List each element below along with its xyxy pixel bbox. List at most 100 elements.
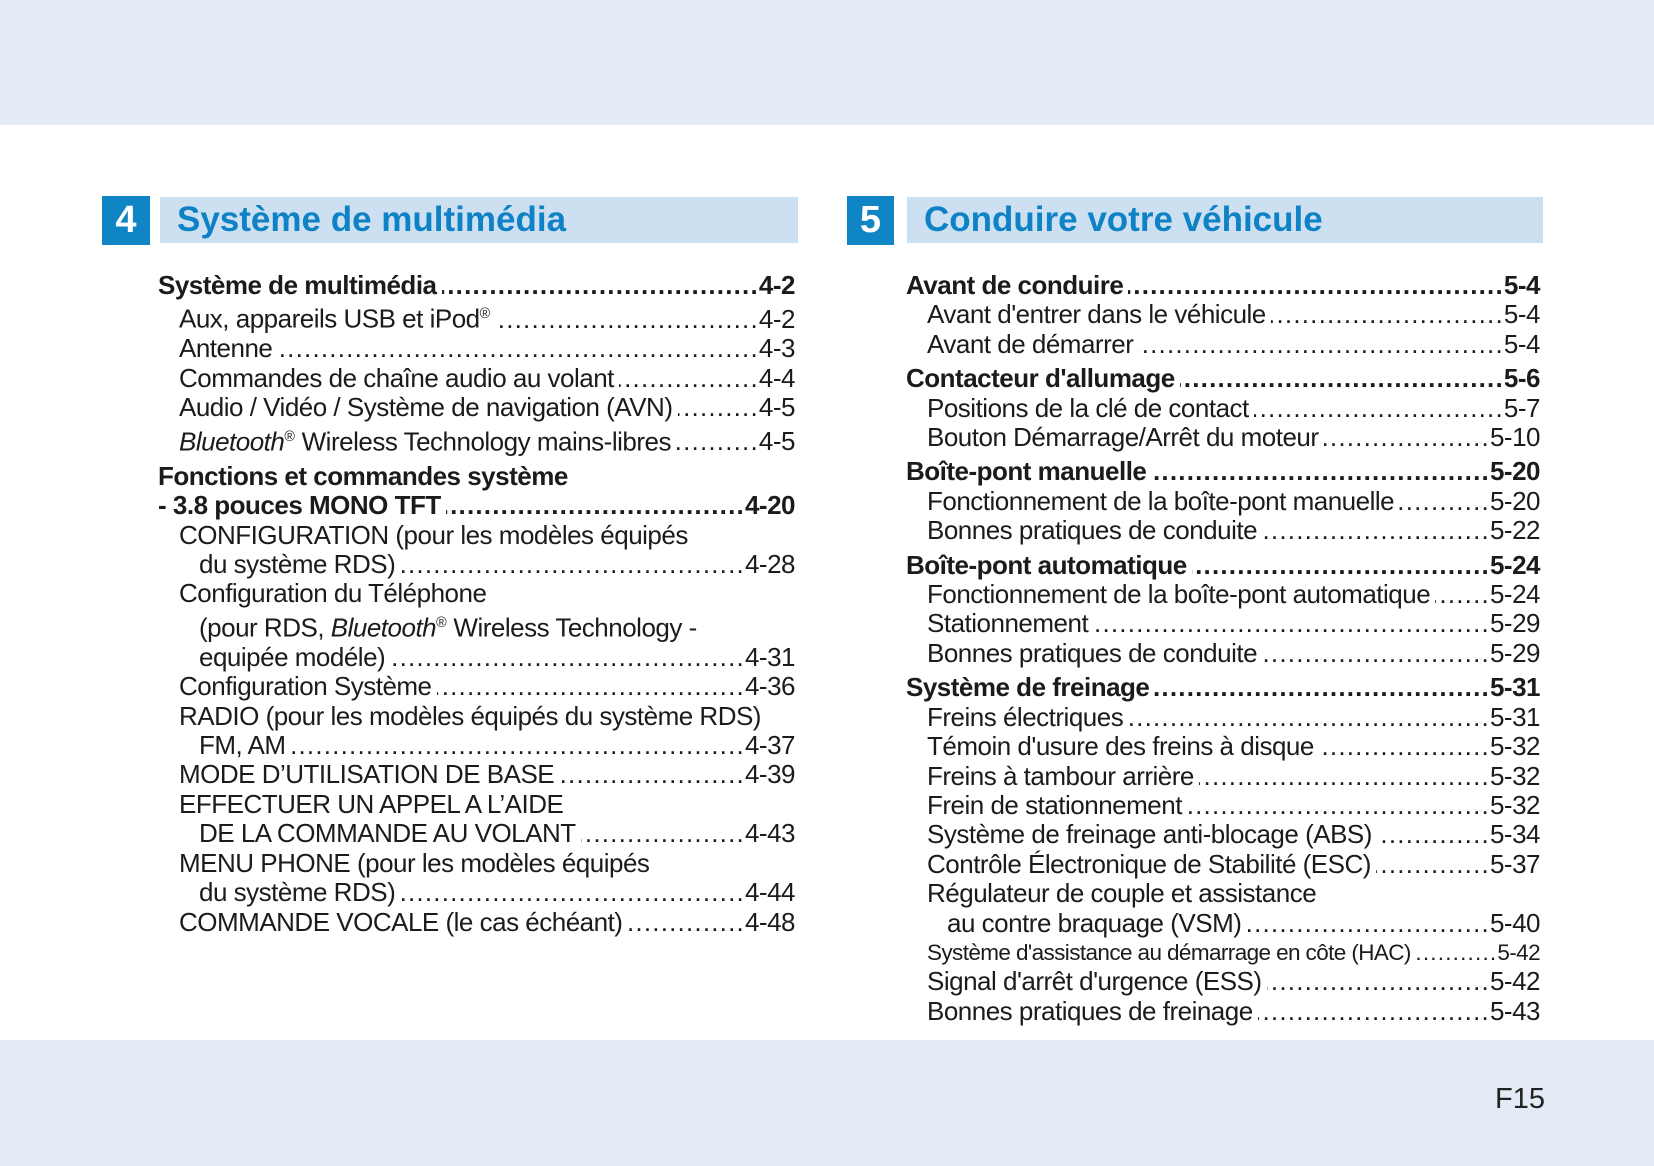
toc-entry: Contacteur d'allumage 5-6	[906, 363, 1541, 394]
toc-entry-label: Configuration du Téléphone	[179, 578, 487, 609]
toc-entry-label: au contre braquage (VSM)	[947, 907, 1242, 938]
toc-entry-page: 5-29	[1489, 608, 1541, 639]
dot-leader	[437, 672, 745, 701]
toc-entry-page: 5-32	[1489, 760, 1541, 791]
toc-entry: (pour RDS, Bluetooth® Wireless Technolog…	[158, 609, 795, 643]
dot-leader	[442, 271, 759, 300]
toc-entry-label: Système de multimédia	[158, 270, 437, 300]
chapter-5-number-badge: 5	[847, 196, 894, 245]
dot-leader	[400, 550, 745, 579]
dot-leader	[1416, 938, 1498, 967]
toc-entry: Frein de stationnement 5-32	[906, 789, 1541, 820]
toc-entry-page: 5-31	[1489, 672, 1541, 703]
toc-entry-label: Stationnement	[927, 608, 1089, 639]
toc-entry: FM, AM 4-37	[158, 730, 796, 761]
toc-entry-label: du système RDS)	[199, 877, 396, 908]
toc-entry: Avant de conduire 5-4	[906, 270, 1541, 300]
dot-leader	[1246, 909, 1490, 938]
toc-entry-label: Boîte-pont automatique	[906, 549, 1187, 580]
dot-leader	[627, 908, 744, 937]
toc-entry-page: 4-4	[758, 362, 796, 393]
toc-entry: - 3.8 pouces MONO TFT 4-20	[158, 490, 796, 521]
toc-entry-page: 4-43	[744, 818, 796, 849]
toc-entry-label: Système de freinage	[906, 672, 1150, 703]
toc-entry: Configuration du Téléphone	[158, 579, 795, 608]
bottom-margin-band	[0, 1040, 1654, 1166]
dot-leader	[678, 393, 759, 422]
toc-entry-label: Commandes de chaîne audio au volant	[179, 362, 614, 393]
toc-entry-page: 4-2	[758, 304, 796, 335]
toc-entry-label: Aux, appareils USB et iPod®	[179, 304, 491, 335]
toc-entry-label: du système RDS)	[199, 548, 396, 579]
toc-entry-label: - 3.8 pouces MONO TFT	[158, 490, 441, 521]
toc-entry: Fonctionnement de la boîte-pont automati…	[906, 579, 1541, 610]
toc-entry: Fonctions et commandes système	[158, 461, 795, 491]
toc-entry-page: 5-4	[1503, 270, 1541, 300]
toc-entry-page: 5-24	[1489, 579, 1541, 610]
toc-entry-page: 4-37	[744, 730, 796, 761]
toc-entry: Fonctionnement de la boîte-pont manuelle…	[906, 485, 1541, 516]
toc-entry-label: Avant de démarrer	[927, 328, 1134, 359]
toc-entry-page: 5-42	[1497, 939, 1540, 965]
toc-entry: Audio / Vidéo / Système de navigation (A…	[158, 392, 796, 423]
toc-entry-label: Freins à tambour arrière	[927, 760, 1194, 791]
toc-entry: du système RDS) 4-44	[158, 877, 796, 908]
toc-entry-page: 5-4	[1503, 299, 1541, 330]
toc-entry: Bonnes pratiques de conduite 5-22	[906, 515, 1541, 545]
toc-entry-label: Système d'assistance au démarrage en côt…	[927, 939, 1411, 965]
chapter-5-header-bar: Conduire votre véhicule	[907, 197, 1543, 243]
toc-entry-label: DE LA COMMANDE AU VOLANT	[199, 818, 576, 849]
dot-leader	[291, 731, 745, 760]
toc-entry: Boîte-pont automatique 5-24	[906, 549, 1541, 580]
toc-entry-label: Signal d'arrêt d'urgence (ESS)	[927, 966, 1262, 997]
dot-leader	[495, 305, 759, 334]
toc-entry-page: 4-5	[758, 392, 796, 423]
toc-entry: Régulateur de couple et assistance	[906, 878, 1540, 908]
dot-leader	[1267, 967, 1490, 996]
toc-entry: Boîte-pont manuelle 5-20	[906, 456, 1541, 487]
toc-entry-page: 4-28	[744, 548, 796, 579]
toc-entry-label: Contacteur d'allumage	[906, 363, 1175, 394]
dot-leader	[1254, 394, 1504, 423]
dot-leader	[1399, 487, 1490, 516]
toc-entry-label: equipée modéle)	[199, 641, 386, 672]
toc-entry-page: 5-6	[1503, 363, 1541, 394]
dot-leader	[1271, 300, 1504, 329]
toc-entry-page: 5-32	[1489, 789, 1541, 820]
toc-entry-page: 5-20	[1489, 456, 1541, 487]
toc-entry-page: 5-7	[1503, 392, 1541, 423]
toc-entry: Commandes de chaîne audio au volant 4-4	[158, 362, 796, 393]
toc-entry: Bouton Démarrage/Arrêt du moteur 5-10	[906, 422, 1541, 453]
toc-entry-page: 4-31	[744, 641, 796, 672]
dot-leader	[400, 878, 745, 907]
toc-entry-label: Bonnes pratiques de conduite	[927, 637, 1258, 668]
toc-entry-page: 5-34	[1489, 819, 1541, 850]
toc-entry-page: 4-3	[758, 333, 796, 364]
dot-leader	[1180, 364, 1504, 393]
toc-entry-page: 5-4	[1503, 328, 1541, 359]
toc-entry: Stationnement 5-29	[906, 608, 1541, 639]
toc-entry: Avant de démarrer 5-4	[906, 328, 1541, 359]
toc-entry: CONFIGURATION (pour les modèles équipés	[158, 520, 795, 550]
toc-entry-label: Positions de la clé de contact	[927, 392, 1249, 423]
toc-entry-label: EFFECTUER UN APPEL A L’AIDE	[179, 788, 564, 819]
toc-entry-page: 5-10	[1489, 422, 1541, 453]
dot-leader	[1151, 457, 1490, 486]
toc-entry-page: 5-42	[1489, 966, 1541, 997]
dot-leader	[277, 334, 759, 363]
toc-entry: MENU PHONE (pour les modèles équipés	[158, 848, 795, 878]
toc-entry-label: RADIO (pour les modèles équipés du systè…	[179, 700, 761, 731]
dot-leader	[390, 643, 745, 672]
toc-entry-page: 5-37	[1489, 848, 1541, 879]
toc-entry: RADIO (pour les modèles équipés du systè…	[158, 700, 795, 731]
toc-entry: Positions de la clé de contact 5-7	[906, 392, 1541, 423]
toc-entry-page: 5-20	[1489, 485, 1541, 516]
toc-entry: du système RDS) 4-28	[158, 548, 796, 579]
dot-leader	[676, 427, 759, 456]
toc-entry: Système de multimédia 4-2	[158, 270, 796, 300]
chapter-5-title: Conduire votre véhicule	[924, 200, 1323, 239]
toc-entry-label: Bonnes pratiques de freinage	[927, 995, 1253, 1026]
toc-entry-page: 5-24	[1489, 549, 1541, 580]
